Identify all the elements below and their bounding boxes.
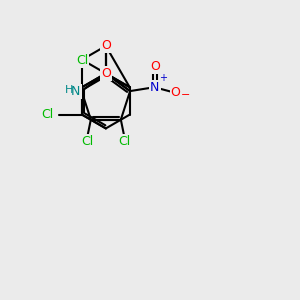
Text: Cl: Cl	[41, 108, 54, 121]
Text: O: O	[101, 67, 111, 80]
Text: Cl: Cl	[76, 54, 88, 68]
Text: −: −	[180, 90, 190, 100]
Text: Cl: Cl	[118, 135, 131, 148]
Text: O: O	[170, 85, 180, 99]
Text: Cl: Cl	[81, 135, 93, 148]
Text: +: +	[159, 73, 167, 83]
Text: N: N	[71, 85, 81, 98]
Text: O: O	[150, 60, 160, 73]
Text: O: O	[101, 40, 111, 52]
Text: N: N	[150, 81, 160, 94]
Text: H: H	[65, 85, 74, 95]
